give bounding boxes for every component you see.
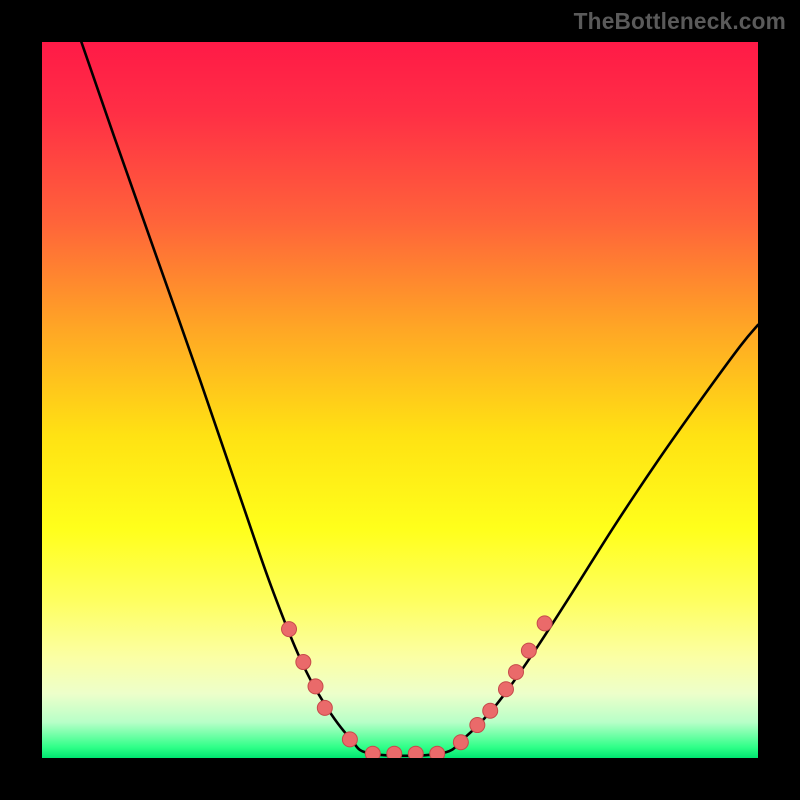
watermark-text: TheBottleneck.com	[574, 8, 786, 35]
gradient-background	[42, 42, 758, 758]
curve-marker	[508, 665, 523, 680]
curve-marker	[408, 746, 423, 758]
curve-marker	[430, 746, 445, 758]
curve-marker	[365, 746, 380, 758]
chart-svg	[42, 42, 758, 758]
curve-marker	[537, 616, 552, 631]
curve-marker	[342, 732, 357, 747]
curve-marker	[296, 655, 311, 670]
curve-marker	[282, 622, 297, 637]
plot-area	[42, 42, 758, 758]
curve-marker	[498, 682, 513, 697]
curve-marker	[308, 679, 323, 694]
curve-marker	[483, 703, 498, 718]
curve-marker	[521, 643, 536, 658]
curve-marker	[387, 746, 402, 758]
chart-frame: TheBottleneck.com	[0, 0, 800, 800]
curve-marker	[317, 700, 332, 715]
curve-marker	[470, 718, 485, 733]
curve-marker	[453, 735, 468, 750]
